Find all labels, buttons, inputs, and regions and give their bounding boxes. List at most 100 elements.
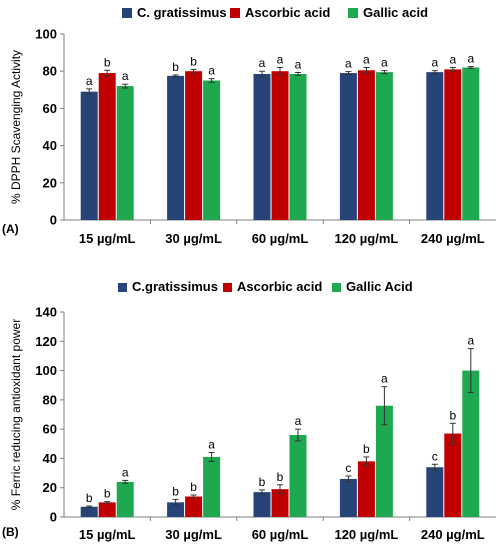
bar: [185, 496, 203, 517]
legend-label: Ascorbic acid: [237, 279, 322, 294]
significance-letter: b: [172, 484, 179, 498]
bar: [203, 456, 221, 517]
significance-letter: a: [363, 52, 370, 66]
significance-letter: a: [381, 56, 388, 70]
significance-letter: c: [432, 449, 438, 463]
y-tick-label: 0: [50, 213, 57, 228]
significance-letter: a: [277, 52, 284, 66]
significance-letter: b: [277, 470, 284, 484]
y-tick-label: 100: [35, 363, 57, 378]
significance-letter: a: [122, 69, 129, 83]
bar: [426, 467, 444, 517]
bar: [289, 73, 307, 221]
y-tick-label: 140: [35, 305, 57, 320]
significance-letter: a: [467, 334, 474, 348]
legend-label: Gallic acid: [363, 5, 428, 20]
bar: [375, 405, 393, 517]
legend-swatch: [230, 8, 240, 18]
bar: [116, 481, 134, 517]
significance-letter: b: [104, 487, 111, 501]
bar: [203, 80, 221, 220]
significance-letter: b: [259, 475, 266, 489]
bar: [116, 86, 134, 220]
bar: [185, 71, 203, 220]
x-category-label: 30 µg/mL: [165, 527, 222, 542]
significance-letter: a: [467, 52, 474, 66]
bar: [339, 478, 357, 517]
significance-letter: a: [208, 64, 215, 78]
significance-letter: a: [449, 52, 456, 66]
significance-letter: b: [104, 55, 111, 69]
significance-letter: c: [345, 461, 351, 475]
legend-swatch: [332, 283, 341, 292]
x-category-label: 60 µg/mL: [252, 231, 309, 246]
legend-label: C. gratissimus: [137, 5, 227, 20]
bar: [289, 435, 307, 517]
legend-swatch: [348, 8, 358, 18]
y-tick-label: 40: [43, 138, 57, 153]
chart-panel-a: 0 20 40 60 80 100 % DPPH Scavenging Activity 15…: [2, 5, 496, 246]
bar: [462, 370, 480, 517]
bar: [462, 67, 480, 220]
significance-letter: b: [363, 442, 370, 456]
y-tick-label: 0: [50, 510, 57, 525]
significance-letter: a: [208, 438, 215, 452]
legend-label: Gallic Acid: [346, 279, 413, 294]
bar: [444, 69, 462, 220]
y-axis-title: % DPPH Scavenging Activity: [9, 50, 23, 204]
x-category-label: 30 µg/mL: [165, 231, 222, 246]
panel-label: (A): [2, 222, 19, 236]
y-tick-label: 120: [35, 334, 57, 349]
y-tick-label: 20: [43, 480, 57, 495]
legend-swatch: [118, 283, 127, 292]
x-category-label: 15 µg/mL: [79, 527, 136, 542]
significance-letter: b: [86, 491, 93, 505]
significance-letter: b: [190, 54, 197, 68]
y-tick-label: 80: [43, 64, 57, 79]
bar: [271, 71, 289, 220]
panel-label: (B): [2, 525, 19, 539]
y-tick-label: 60: [43, 101, 57, 116]
bar: [98, 502, 116, 517]
significance-letter: a: [122, 465, 129, 479]
significance-letter: a: [345, 57, 352, 71]
bar: [80, 506, 98, 517]
bar: [253, 73, 271, 221]
legend-swatch: [122, 8, 132, 18]
bar: [80, 91, 98, 220]
bar: [253, 492, 271, 517]
chart-panel-b: 0 20 40 60 80 100 120 140 % Ferric reducing anti…: [2, 279, 496, 542]
x-category-label: 120 µg/mL: [334, 231, 398, 246]
y-tick-label: 20: [43, 175, 57, 190]
bar: [375, 72, 393, 220]
significance-letter: a: [381, 372, 388, 386]
y-tick-label: 60: [43, 422, 57, 437]
significance-letter: b: [449, 408, 456, 422]
bar: [357, 70, 375, 221]
bar: [444, 433, 462, 517]
significance-letter: a: [86, 74, 93, 88]
bar: [339, 73, 357, 220]
y-tick-label: 40: [43, 451, 57, 466]
bar: [271, 489, 289, 517]
significance-letter: a: [295, 414, 302, 428]
significance-letter: a: [295, 58, 302, 72]
x-category-label: 120 µg/mL: [334, 527, 398, 542]
y-tick-label: 100: [35, 27, 57, 42]
x-category-label: 240 µg/mL: [421, 231, 485, 246]
y-tick-label: 80: [43, 392, 57, 407]
legend-label: Ascorbic acid: [245, 5, 330, 20]
bar: [357, 461, 375, 517]
y-axis-title: % Ferric reducing antioxidant power: [9, 319, 23, 510]
x-category-label: 240 µg/mL: [421, 527, 485, 542]
bar: [426, 72, 444, 220]
bar: [167, 502, 185, 517]
x-category-label: 60 µg/mL: [252, 527, 309, 542]
bar: [98, 73, 116, 220]
significance-letter: a: [259, 56, 266, 70]
x-category-label: 15 µg/mL: [79, 231, 136, 246]
legend-swatch: [223, 283, 232, 292]
significance-letter: a: [431, 56, 438, 70]
